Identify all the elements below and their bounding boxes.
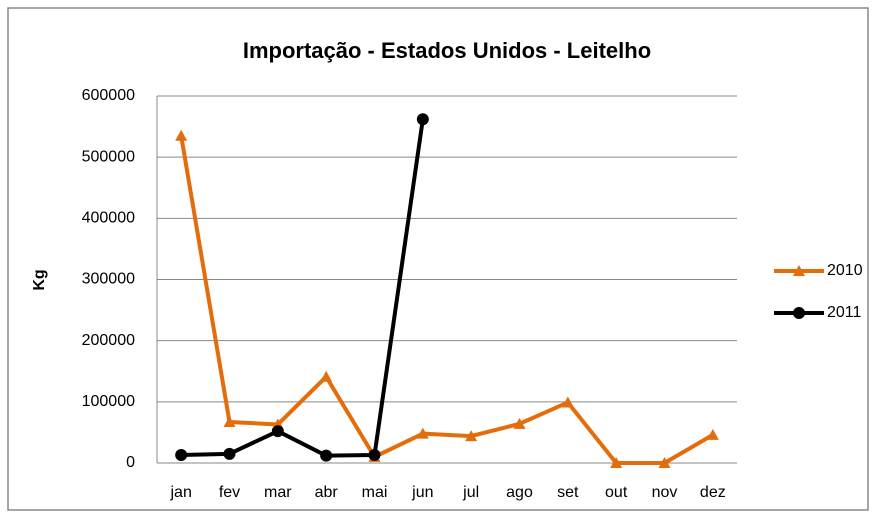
- point: [416, 427, 429, 439]
- x-tick-label: jun: [411, 484, 433, 501]
- point: [368, 449, 381, 462]
- y-tick-label: 200000: [82, 332, 135, 349]
- point: [416, 113, 429, 126]
- point: [793, 307, 805, 319]
- series-line: [181, 118, 425, 458]
- x-tick-label: fev: [219, 484, 240, 501]
- point: [793, 265, 805, 276]
- point: [223, 447, 236, 460]
- point: [561, 396, 574, 408]
- point: [271, 425, 284, 438]
- series-line: [179, 135, 714, 465]
- point: [320, 370, 333, 382]
- point: [465, 430, 478, 442]
- point: [175, 449, 188, 462]
- y-tick-label: 600000: [82, 87, 135, 104]
- x-tick-label: set: [557, 484, 579, 501]
- x-tick-label: jan: [169, 484, 191, 501]
- y-tick-label: 100000: [82, 393, 135, 410]
- point: [610, 457, 623, 468]
- y-axis-label: Kg: [31, 269, 48, 290]
- x-tick-label: abr: [315, 484, 339, 501]
- x-tick-label: mai: [362, 484, 388, 501]
- y-tick-label: 500000: [82, 148, 135, 165]
- x-tick-label: ago: [506, 484, 533, 501]
- x-tick-label: mar: [264, 484, 292, 501]
- point: [320, 449, 333, 462]
- y-tick-label: 300000: [82, 271, 135, 288]
- point: [175, 129, 188, 141]
- chart-title: Importação - Estados Unidos - Leitelho: [243, 38, 651, 63]
- x-tick-label: dez: [700, 484, 726, 501]
- legend-label: 2010: [827, 262, 863, 279]
- point: [223, 416, 236, 428]
- chart-border: [7, 7, 869, 511]
- x-tick-label: out: [605, 484, 628, 501]
- point: [658, 457, 671, 468]
- y-tick-label: 400000: [82, 210, 135, 227]
- point: [513, 417, 526, 429]
- y-tick-label: 0: [126, 454, 135, 471]
- x-tick-label: jul: [462, 484, 479, 501]
- legend-label: 2011: [827, 304, 862, 321]
- x-tick-label: nov: [652, 484, 678, 501]
- point: [706, 428, 719, 440]
